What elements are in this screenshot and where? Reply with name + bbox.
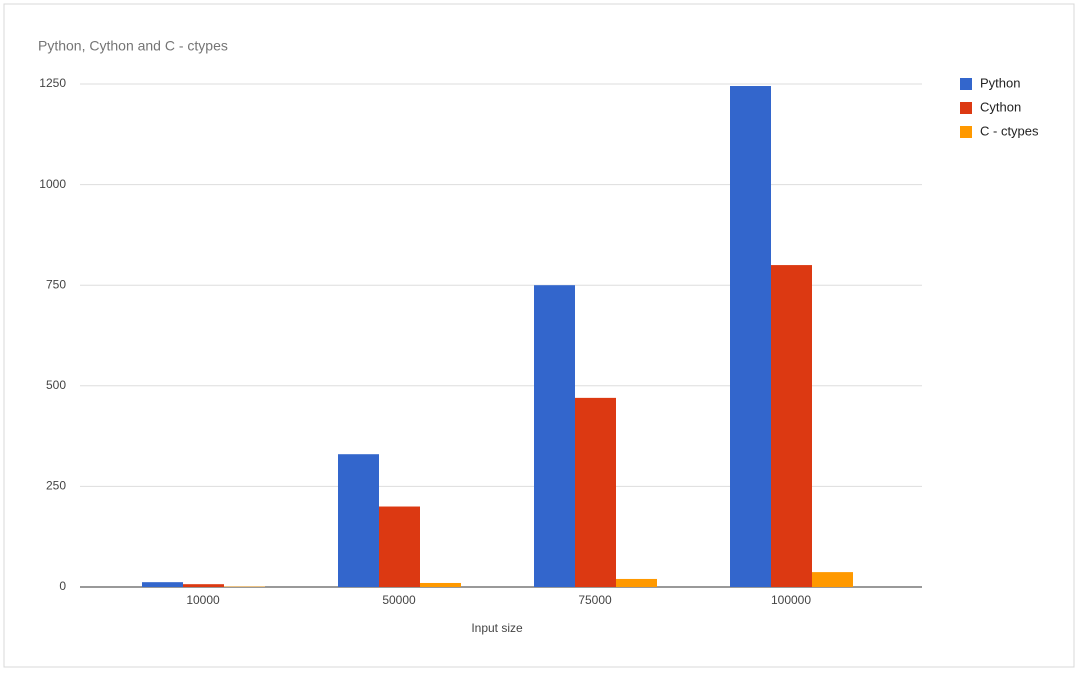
- chart-title: Python, Cython and C - ctypes: [38, 38, 228, 54]
- y-tick-label: 500: [46, 378, 66, 392]
- x-axis-title: Input size: [471, 621, 523, 635]
- legend-swatch: [960, 78, 972, 90]
- bar: [812, 572, 853, 587]
- y-tick-label: 0: [59, 579, 66, 593]
- bar: [142, 582, 183, 587]
- x-tick-label: 75000: [578, 593, 612, 607]
- bar: [420, 582, 461, 587]
- y-tick-label: 250: [46, 479, 66, 493]
- legend-swatch: [960, 126, 972, 138]
- x-tick-label: 50000: [382, 593, 416, 607]
- bar: [379, 506, 420, 587]
- legend-label: Cython: [980, 99, 1021, 114]
- bar: [338, 454, 379, 587]
- legend-swatch: [960, 102, 972, 114]
- bar: [534, 285, 575, 587]
- bar: [183, 584, 224, 587]
- y-tick-label: 750: [46, 277, 66, 291]
- legend-label: Python: [980, 75, 1020, 90]
- x-tick-label: 100000: [771, 593, 811, 607]
- bar: [730, 86, 771, 588]
- x-tick-label: 10000: [186, 593, 220, 607]
- bar: [616, 578, 657, 587]
- legend-label: C - ctypes: [980, 123, 1039, 138]
- y-tick-label: 1250: [39, 76, 66, 90]
- bar: [771, 265, 812, 587]
- bar: [575, 397, 616, 587]
- y-tick-label: 1000: [39, 177, 66, 191]
